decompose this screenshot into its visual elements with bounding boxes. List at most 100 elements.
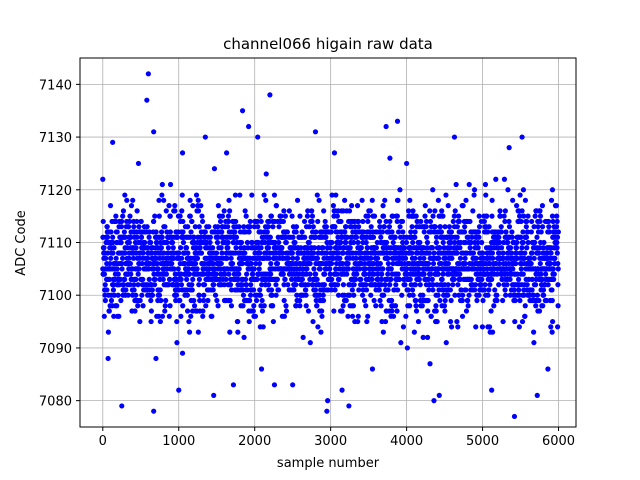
scatter-point	[325, 398, 331, 404]
scatter-point	[387, 282, 393, 288]
scatter-point	[413, 303, 419, 309]
scatter-point	[469, 234, 475, 240]
scatter-point	[355, 218, 362, 225]
scatter-point	[323, 234, 329, 240]
scatter-point	[151, 408, 157, 414]
scatter-point	[151, 218, 157, 225]
scatter-point	[306, 224, 312, 230]
scatter-point	[394, 308, 400, 314]
scatter-point	[304, 266, 310, 272]
scatter-point	[269, 292, 275, 298]
scatter-point	[541, 292, 547, 298]
scatter-point	[284, 229, 290, 235]
scatter-point	[136, 266, 142, 272]
scatter-point	[259, 297, 265, 304]
scatter-point	[322, 218, 328, 225]
scatter-point	[440, 213, 446, 219]
scatter-point	[522, 250, 528, 256]
scatter-point	[524, 282, 530, 288]
scatter-point	[209, 313, 215, 319]
scatter-point	[291, 287, 297, 293]
scatter-point	[281, 297, 287, 304]
scatter-point	[359, 197, 365, 203]
scatter-point	[180, 229, 186, 235]
scatter-point	[186, 266, 192, 272]
scatter-point	[435, 197, 441, 203]
x-tick-label: 2000	[238, 434, 271, 449]
scatter-point	[545, 282, 551, 288]
scatter-point	[409, 224, 415, 230]
scatter-point	[342, 197, 348, 203]
scatter-point	[524, 245, 530, 251]
scatter-point	[335, 282, 341, 288]
scatter-point	[195, 208, 202, 214]
scatter-point	[127, 234, 134, 240]
scatter-point	[221, 282, 227, 288]
scatter-point	[282, 213, 288, 219]
scatter-point	[328, 260, 335, 267]
scatter-point	[179, 192, 185, 198]
scatter-point	[385, 260, 391, 267]
scatter-point	[240, 292, 247, 298]
scatter-point	[211, 392, 217, 398]
scatter-point	[115, 292, 121, 298]
scatter-point	[379, 229, 386, 235]
scatter-point	[432, 208, 438, 214]
scatter-point	[200, 308, 206, 314]
scatter-point	[246, 123, 252, 130]
scatter-point	[519, 318, 526, 325]
scatter-point	[356, 287, 362, 293]
scatter-point	[294, 292, 300, 298]
scatter-point	[485, 229, 491, 235]
scatter-point	[192, 224, 198, 230]
scatter-point	[510, 266, 516, 272]
scatter-point	[272, 239, 278, 246]
scatter-point	[441, 245, 447, 251]
scatter-point	[355, 318, 361, 325]
scatter-point	[479, 276, 485, 282]
scatter-point	[309, 218, 315, 225]
scatter-point	[344, 271, 350, 277]
scatter-point	[189, 218, 195, 225]
scatter-point	[127, 260, 134, 267]
scatter-point	[265, 245, 272, 251]
scatter-point	[466, 292, 472, 298]
scatter-point	[225, 218, 232, 225]
scatter-point	[514, 203, 520, 209]
scatter-point	[289, 276, 295, 282]
scatter-point	[555, 229, 561, 235]
scatter-point	[522, 303, 528, 309]
scatter-point	[458, 287, 464, 293]
scatter-point	[211, 266, 218, 272]
scatter-point	[167, 229, 173, 235]
scatter-point	[268, 260, 274, 267]
scatter-point	[285, 282, 291, 288]
scatter-point	[137, 297, 143, 304]
scatter-point	[538, 271, 544, 277]
scatter-point	[543, 271, 549, 277]
scatter-point	[127, 282, 133, 288]
scatter-point	[119, 255, 126, 261]
scatter-point	[281, 282, 287, 288]
scatter-point	[448, 239, 454, 246]
scatter-point	[506, 224, 513, 230]
scatter-point	[368, 292, 374, 298]
scatter-point	[213, 271, 219, 277]
scatter-point	[555, 303, 561, 309]
scatter-point	[537, 213, 544, 219]
scatter-point	[321, 282, 328, 288]
scatter-point	[261, 192, 267, 198]
scatter-point	[383, 218, 389, 225]
scatter-point	[479, 239, 485, 246]
scatter-point	[381, 224, 387, 230]
scatter-point	[347, 292, 353, 298]
scatter-point	[255, 224, 261, 230]
scatter-point	[311, 245, 318, 251]
scatter-point	[274, 260, 281, 267]
scatter-point	[369, 197, 375, 203]
scatter-point	[462, 260, 468, 267]
scatter-point	[449, 255, 455, 261]
scatter-point	[515, 276, 522, 282]
scatter-point	[418, 218, 424, 225]
scatter-point	[378, 303, 384, 309]
